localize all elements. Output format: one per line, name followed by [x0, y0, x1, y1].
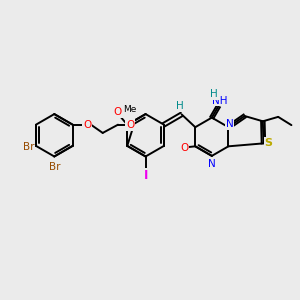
Text: H: H	[210, 89, 218, 99]
Text: Br: Br	[49, 162, 60, 172]
Text: S: S	[265, 138, 273, 148]
Text: O: O	[180, 143, 188, 153]
Text: O: O	[114, 107, 122, 117]
Text: O: O	[83, 120, 92, 130]
Text: I: I	[143, 169, 148, 182]
Text: N: N	[208, 159, 216, 170]
Text: H: H	[176, 101, 184, 111]
Text: Br: Br	[23, 142, 34, 152]
Text: Me: Me	[124, 106, 137, 115]
Text: O: O	[126, 120, 134, 130]
Text: N: N	[226, 119, 233, 129]
Text: NH: NH	[212, 95, 227, 106]
